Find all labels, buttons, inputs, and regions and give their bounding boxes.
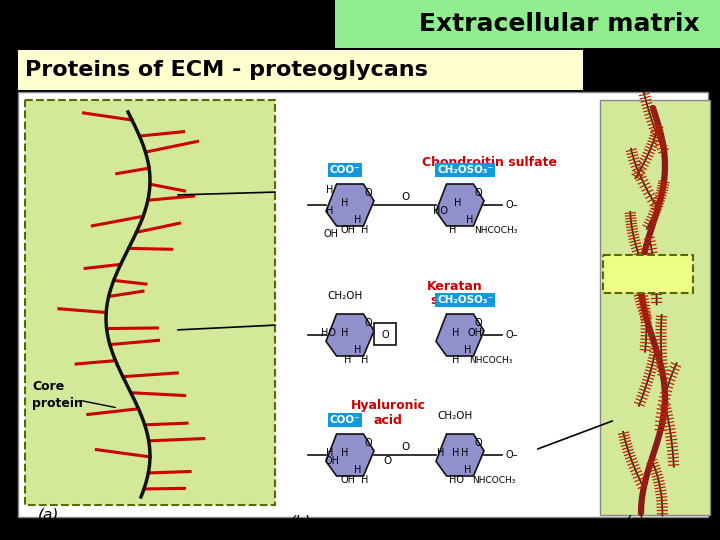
Text: H: H	[464, 345, 471, 355]
Bar	[25, 100, 275, 505]
Text: NHCOCH₃: NHCOCH₃	[474, 226, 518, 235]
Text: O: O	[381, 330, 389, 340]
Bar	[18, 92, 708, 517]
Text: H: H	[341, 198, 348, 208]
Text: (b): (b)	[290, 515, 312, 530]
Text: H: H	[437, 448, 444, 458]
Text: Core
protein: Core protein	[32, 381, 83, 409]
Polygon shape	[326, 434, 374, 476]
Text: H: H	[451, 328, 459, 338]
Polygon shape	[436, 434, 484, 476]
Text: Keratan: Keratan	[427, 280, 483, 293]
Polygon shape	[436, 314, 484, 356]
Bar	[374, 323, 396, 345]
Text: HO: HO	[449, 475, 464, 485]
Bar	[603, 255, 693, 293]
Text: Extracellular matrix: Extracellular matrix	[419, 12, 700, 36]
Text: OH: OH	[324, 456, 339, 467]
Polygon shape	[436, 184, 484, 226]
Text: H: H	[452, 355, 460, 365]
Polygon shape	[326, 184, 374, 226]
Text: O: O	[384, 456, 392, 467]
Text: sulfate: sulfate	[431, 294, 480, 307]
Text: H: H	[361, 225, 368, 235]
Text: H: H	[354, 215, 361, 225]
Text: H: H	[461, 448, 469, 458]
Text: H: H	[454, 198, 462, 208]
Text: Chondroitin sulfate: Chondroitin sulfate	[423, 156, 557, 168]
Text: NHCOCH₃: NHCOCH₃	[472, 476, 516, 485]
Text: (a): (a)	[38, 508, 59, 523]
Text: H: H	[326, 185, 333, 195]
Text: O: O	[474, 318, 482, 328]
Bar	[18, 50, 583, 90]
Text: O–: O–	[506, 330, 518, 340]
Bar	[335, 0, 720, 48]
Text: OH: OH	[467, 328, 482, 338]
Text: O–: O–	[506, 200, 518, 210]
Text: NHCOCH₃: NHCOCH₃	[469, 356, 513, 364]
Text: OH: OH	[323, 230, 338, 239]
Text: H: H	[326, 448, 333, 458]
Text: H: H	[361, 475, 368, 485]
Text: OH: OH	[340, 225, 355, 235]
Text: Proteins of ECM - proteoglycans: Proteins of ECM - proteoglycans	[25, 60, 428, 80]
Text: H: H	[344, 355, 351, 365]
Text: CH₂OH: CH₂OH	[437, 411, 472, 421]
Text: H: H	[464, 465, 471, 475]
Text: HO: HO	[433, 206, 449, 217]
Text: O: O	[364, 438, 372, 448]
Text: OH: OH	[340, 475, 355, 485]
Text: CH₂OSO₃⁻: CH₂OSO₃⁻	[437, 165, 493, 175]
Polygon shape	[326, 314, 374, 356]
Text: O: O	[401, 442, 409, 452]
Text: O: O	[474, 188, 482, 198]
Text: O: O	[474, 438, 482, 448]
Text: H: H	[341, 448, 348, 458]
Text: H: H	[354, 345, 361, 355]
Text: HO: HO	[321, 328, 336, 338]
Text: CH₂OSO₃⁻: CH₂OSO₃⁻	[437, 295, 493, 305]
Text: COO⁻: COO⁻	[330, 165, 360, 175]
Text: H: H	[466, 215, 473, 225]
Text: acid: acid	[374, 414, 402, 427]
Text: O–: O–	[506, 450, 518, 460]
Text: H: H	[326, 206, 333, 217]
Text: H: H	[361, 355, 368, 365]
Text: CH₂OH: CH₂OH	[328, 291, 363, 301]
Text: O: O	[401, 192, 409, 202]
Text: H: H	[451, 448, 459, 458]
Bar	[600, 100, 710, 515]
Text: O: O	[364, 188, 372, 198]
Text: H: H	[354, 465, 361, 475]
Text: H: H	[341, 328, 348, 338]
Text: H: H	[449, 225, 456, 235]
Text: O: O	[364, 318, 372, 328]
Text: Hyaluronic: Hyaluronic	[351, 400, 426, 413]
Text: (c): (c)	[625, 515, 645, 530]
Text: COO⁻: COO⁻	[330, 415, 360, 425]
